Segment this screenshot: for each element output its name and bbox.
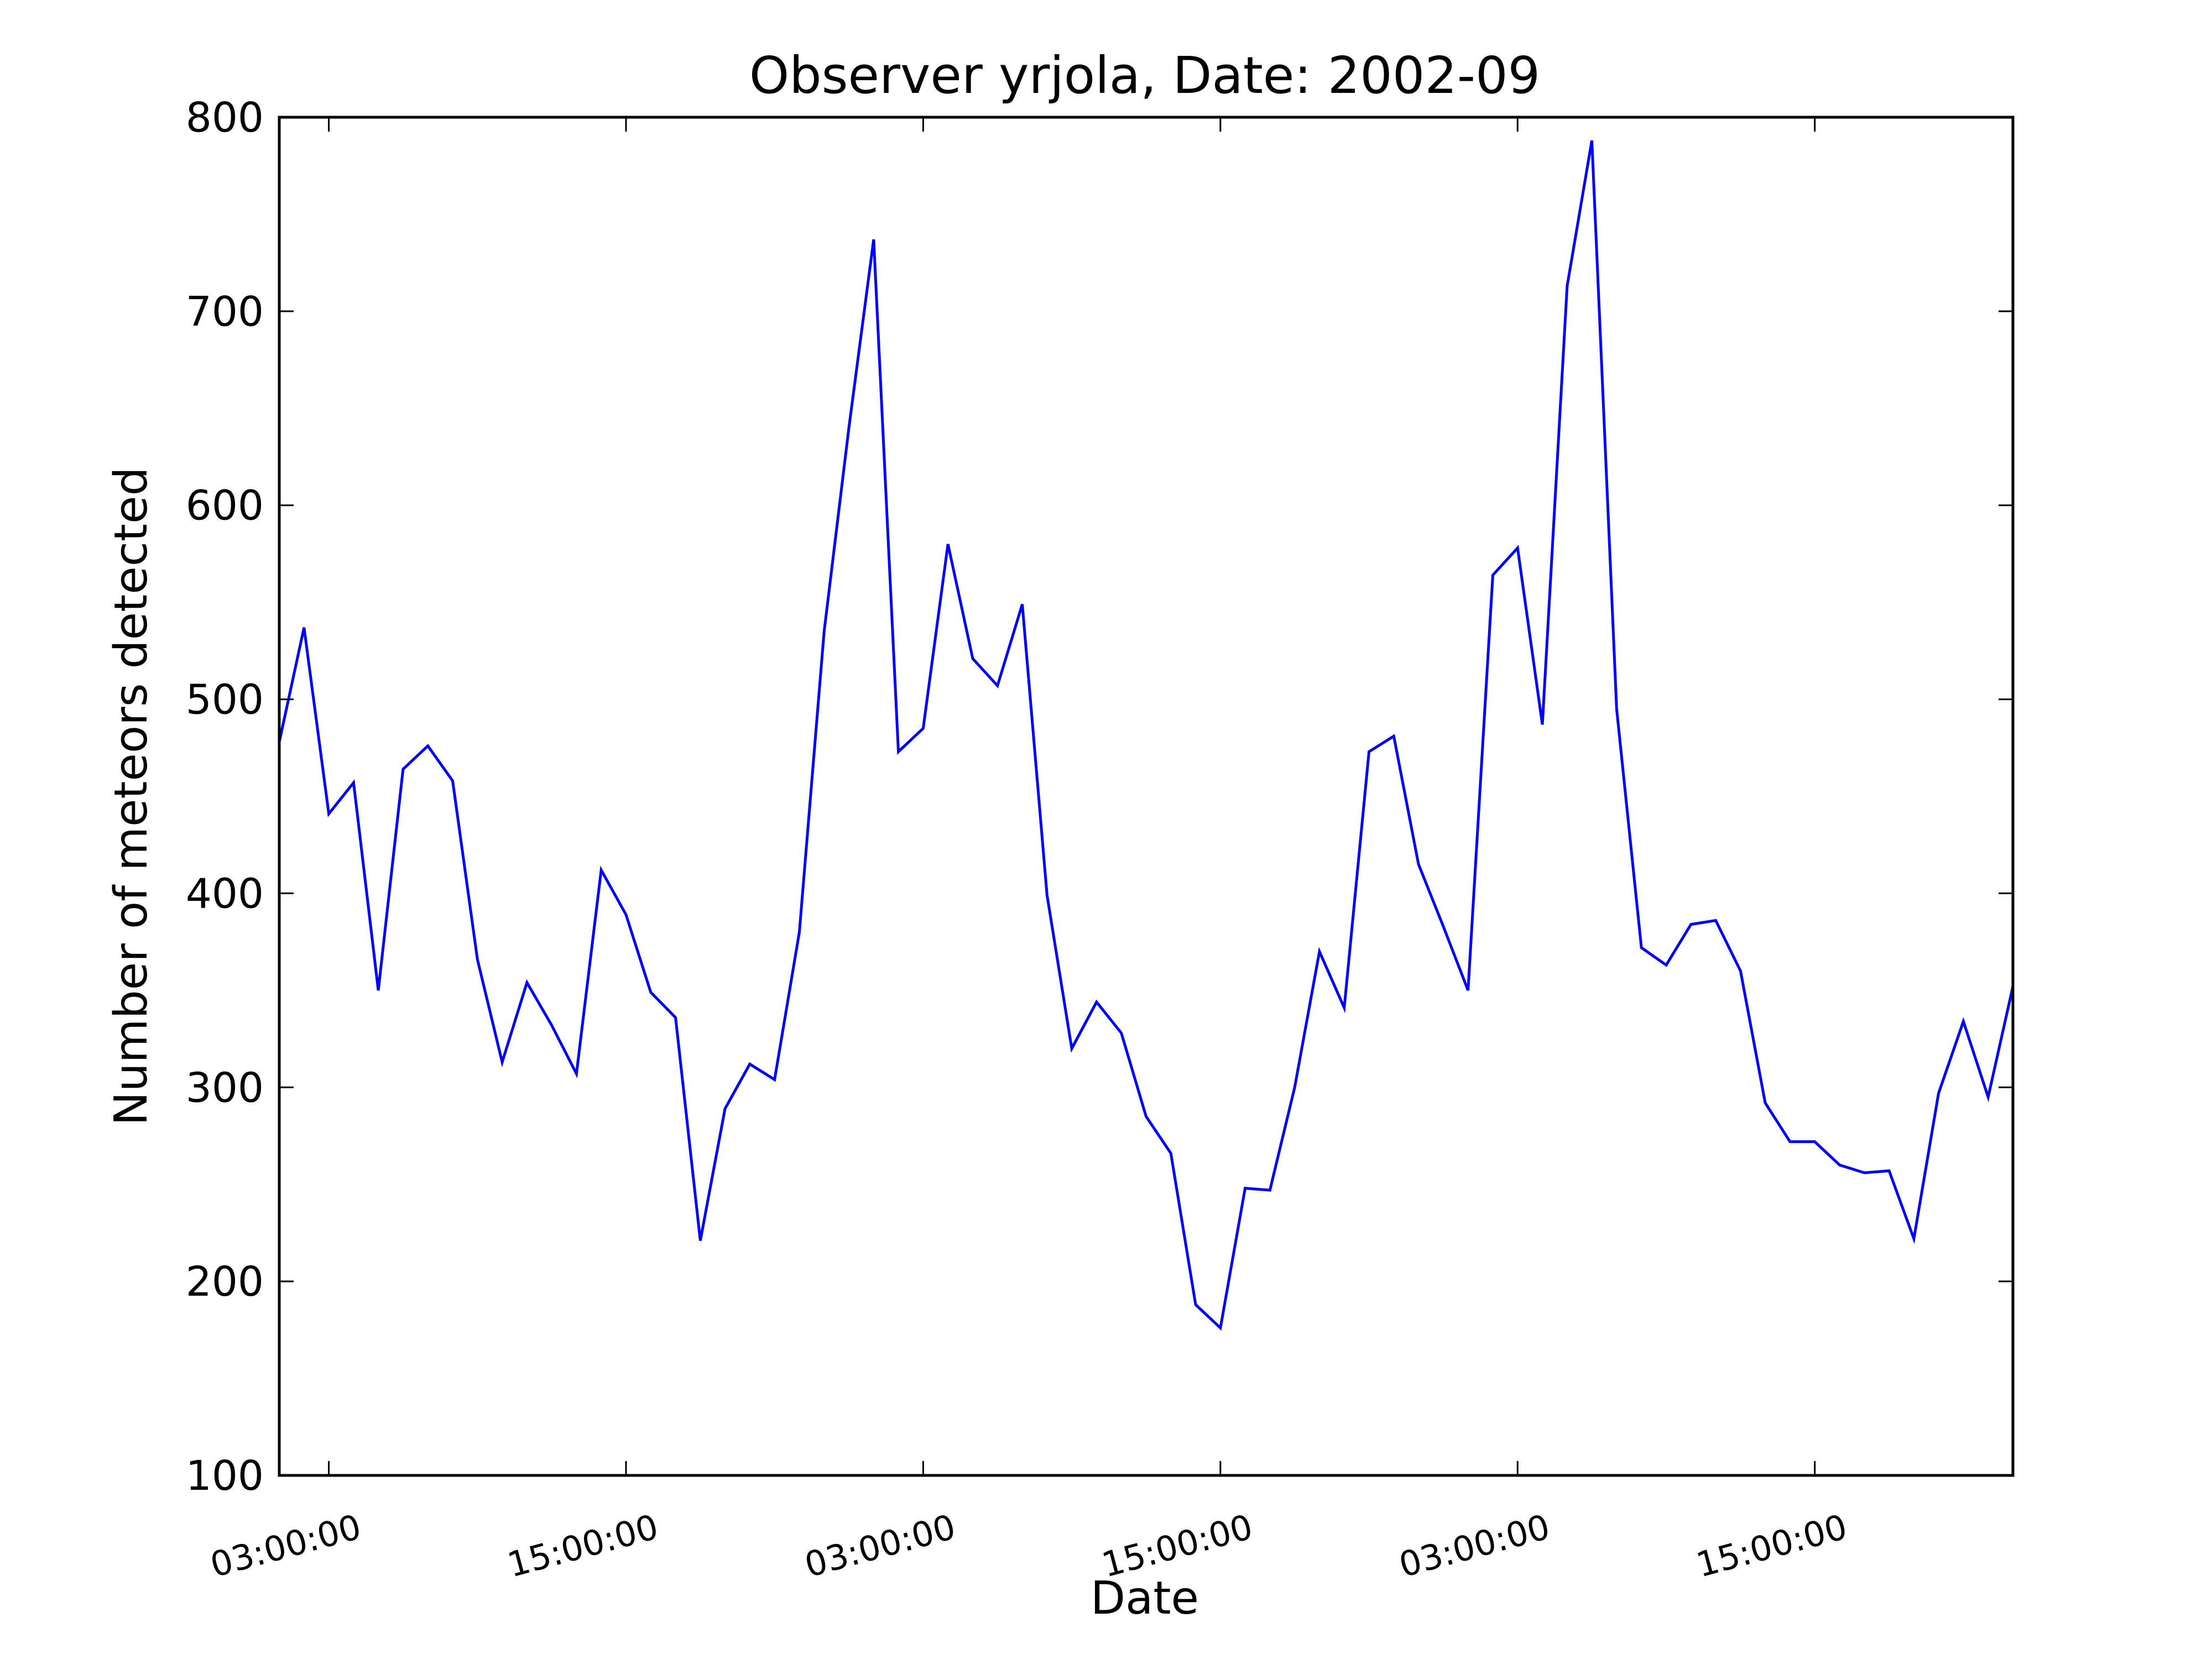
series-line <box>278 140 2015 1331</box>
y-tick-label: 400 <box>186 870 264 917</box>
y-tick-label: 100 <box>186 1452 264 1500</box>
plot-area: 100 200 300 400 500 600 700 800 03:00:00 15:00:00… <box>186 94 2015 1585</box>
y-tick-label: 800 <box>186 94 264 142</box>
y-tick-label: 500 <box>186 676 264 724</box>
chart-title: Observer yrjola, Date: 2002-09 <box>749 46 1540 105</box>
y-tick-label: 600 <box>186 482 264 530</box>
y-axis-label: Number of meteors detected <box>105 467 158 1125</box>
y-tick-label: 300 <box>186 1064 264 1112</box>
y-tick-label: 200 <box>186 1258 264 1306</box>
x-tick-label: 15:00:00 <box>503 1506 662 1585</box>
plot-frame <box>278 116 2015 1477</box>
y-tick-label: 700 <box>186 288 264 336</box>
x-tick-label: 03:00:00 <box>1395 1506 1554 1585</box>
x-axis-label: Date <box>1091 1572 1199 1625</box>
x-tick-label: 15:00:00 <box>1692 1506 1851 1585</box>
x-tick-label: 03:00:00 <box>206 1506 366 1585</box>
x-tick-label: 03:00:00 <box>800 1506 959 1585</box>
